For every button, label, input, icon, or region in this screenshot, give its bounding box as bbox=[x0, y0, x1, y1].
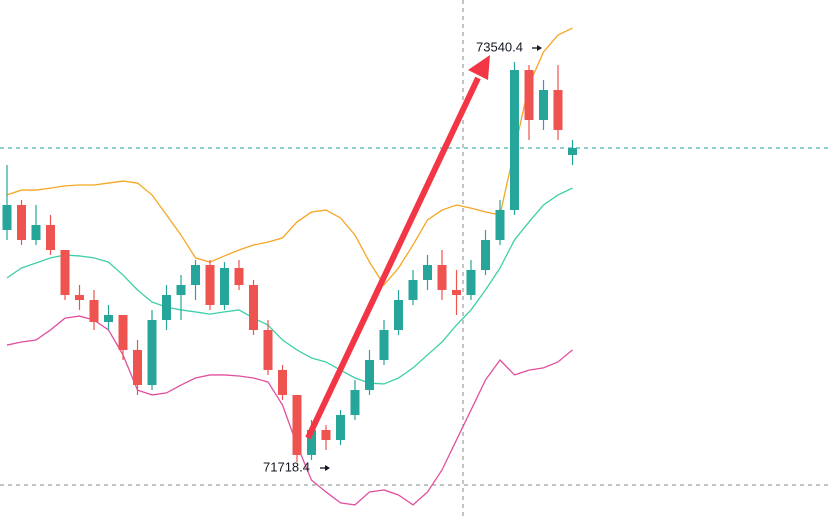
candle-body bbox=[31, 225, 41, 240]
candle-body bbox=[510, 69, 519, 210]
candle-body bbox=[118, 314, 128, 350]
candle-body bbox=[133, 349, 142, 386]
candle-body bbox=[104, 314, 113, 322]
candle-body bbox=[292, 394, 302, 455]
high-label: 73540.4 bbox=[476, 39, 523, 54]
trend-arrow-shaft bbox=[305, 76, 481, 440]
candle-body bbox=[220, 267, 229, 306]
candle-body bbox=[60, 249, 70, 295]
band-line bbox=[6, 315, 573, 506]
candle-body bbox=[162, 294, 171, 320]
candle-body bbox=[495, 209, 505, 240]
candle-body bbox=[568, 147, 577, 155]
low-label: 71718.4 bbox=[263, 459, 310, 474]
candle-body bbox=[524, 69, 534, 120]
candle-body bbox=[205, 265, 215, 306]
candle-body bbox=[46, 225, 55, 250]
candle-body bbox=[539, 89, 548, 120]
candle-body bbox=[75, 294, 84, 300]
plot-area bbox=[0, 27, 829, 506]
candle-body bbox=[89, 299, 99, 322]
candle-body bbox=[2, 205, 12, 230]
candle-body bbox=[437, 265, 447, 290]
candle-body bbox=[423, 265, 432, 280]
candle-body bbox=[408, 279, 418, 300]
candle-body bbox=[365, 359, 374, 390]
candle-body bbox=[553, 89, 563, 130]
candle-body bbox=[234, 267, 244, 286]
candle-body bbox=[263, 329, 273, 370]
candle-body bbox=[17, 205, 26, 240]
candle-body bbox=[394, 299, 403, 330]
candle-body bbox=[350, 389, 360, 415]
candle-body bbox=[481, 239, 490, 270]
candle-body bbox=[336, 414, 345, 440]
trend-arrow-head bbox=[468, 55, 490, 80]
candle-body bbox=[147, 319, 157, 386]
candle-body bbox=[176, 285, 186, 295]
band-line bbox=[6, 27, 573, 287]
candle-body bbox=[379, 329, 389, 360]
candle-body bbox=[466, 269, 476, 295]
candle-body bbox=[249, 285, 258, 330]
low-arrow bbox=[320, 465, 330, 471]
candle-body bbox=[278, 369, 287, 395]
candle-body bbox=[307, 429, 316, 455]
candle-body bbox=[191, 265, 200, 286]
high-arrow bbox=[532, 45, 542, 51]
candle-body bbox=[452, 289, 461, 295]
band-line bbox=[6, 187, 573, 385]
candle-body bbox=[321, 429, 331, 440]
